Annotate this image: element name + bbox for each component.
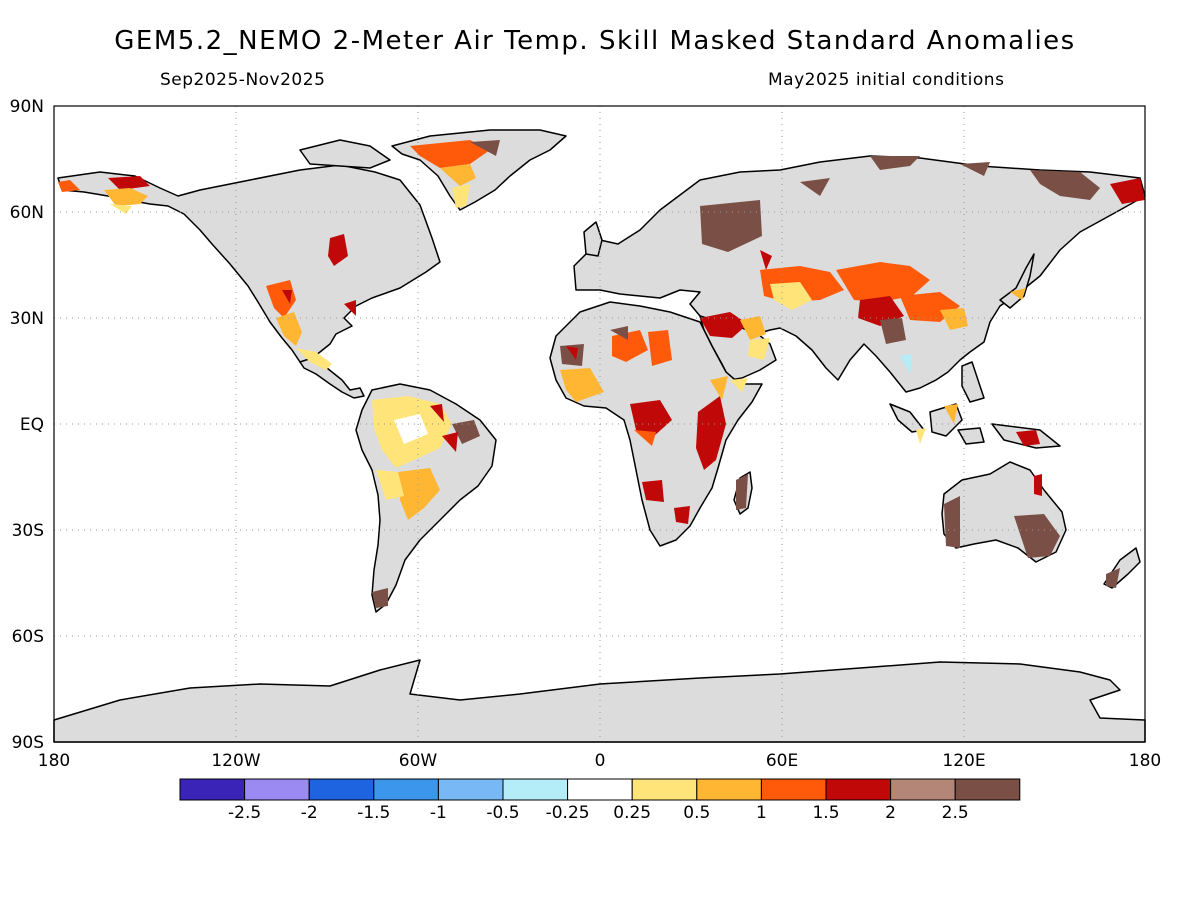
lat-label: EQ bbox=[20, 415, 44, 435]
legend-swatch bbox=[244, 778, 310, 801]
legend-swatch bbox=[502, 778, 569, 801]
landmass-antarctica bbox=[53, 659, 1146, 743]
lon-label: 60E bbox=[766, 751, 798, 771]
landmass-north-america bbox=[57, 164, 441, 363]
legend-label: 2 bbox=[885, 803, 896, 823]
legend-swatch bbox=[954, 778, 1021, 801]
legend-swatch bbox=[760, 778, 827, 801]
landmass-japan bbox=[999, 253, 1035, 309]
lon-label: 180 bbox=[38, 751, 70, 771]
legend-swatch bbox=[373, 778, 439, 801]
lon-label: 180 bbox=[1129, 751, 1161, 771]
lat-label: 60S bbox=[12, 627, 44, 647]
anomaly-shading bbox=[58, 140, 1145, 608]
legend-swatch bbox=[631, 778, 698, 801]
legend-swatch bbox=[890, 778, 956, 801]
legend-label: -2.5 bbox=[228, 803, 261, 823]
lat-label: 60N bbox=[10, 203, 44, 223]
legend-swatch bbox=[437, 778, 504, 801]
landmass-arctic-islands bbox=[299, 139, 391, 169]
legend-label: -0.25 bbox=[546, 803, 590, 823]
lat-label: 30S bbox=[12, 521, 44, 541]
legend-label: 1.5 bbox=[812, 803, 839, 823]
legend-label: -2 bbox=[301, 803, 318, 823]
initial-conditions: May2025 initial conditions bbox=[768, 70, 1005, 90]
legend-swatch bbox=[696, 778, 762, 801]
legend-swatch bbox=[825, 778, 892, 801]
lon-label: 0 bbox=[595, 751, 606, 771]
color-legend bbox=[179, 778, 1021, 801]
map-border bbox=[53, 105, 1146, 743]
lat-label: 90N bbox=[10, 97, 44, 117]
map-title: GEM5.2_NEMO 2-Meter Air Temp. Skill Mask… bbox=[114, 26, 1076, 56]
legend-label: 0.5 bbox=[683, 803, 710, 823]
legend-label: 0.25 bbox=[613, 803, 651, 823]
lon-label: 120E bbox=[942, 751, 985, 771]
forecast-period: Sep2025-Nov2025 bbox=[160, 70, 326, 90]
legend-swatch bbox=[567, 778, 633, 801]
lat-axis: 90N 60N 30N EQ 30S 60S 90S bbox=[10, 97, 44, 753]
lon-label: 60W bbox=[399, 751, 438, 771]
legend-swatch bbox=[308, 778, 375, 801]
graticule bbox=[54, 106, 1145, 742]
landmass-uk bbox=[583, 221, 603, 257]
lon-label: 120W bbox=[211, 751, 260, 771]
landmass-philippines bbox=[961, 361, 985, 403]
lon-axis: 180 120W 60W 0 60E 120E 180 bbox=[38, 751, 1161, 771]
legend-label: 1 bbox=[756, 803, 767, 823]
legend-label: -0.5 bbox=[486, 803, 519, 823]
legend-label: -1 bbox=[430, 803, 447, 823]
lat-label: 90S bbox=[12, 733, 44, 753]
legend-label: 2.5 bbox=[942, 803, 969, 823]
legend-swatch bbox=[179, 778, 246, 801]
lat-label: 30N bbox=[10, 309, 44, 329]
legend-label: -1.5 bbox=[357, 803, 390, 823]
legend-labels: -2.5 -2 -1.5 -1 -0.5 -0.25 0.25 0.5 1 1.5 2 2.5 bbox=[228, 803, 969, 823]
